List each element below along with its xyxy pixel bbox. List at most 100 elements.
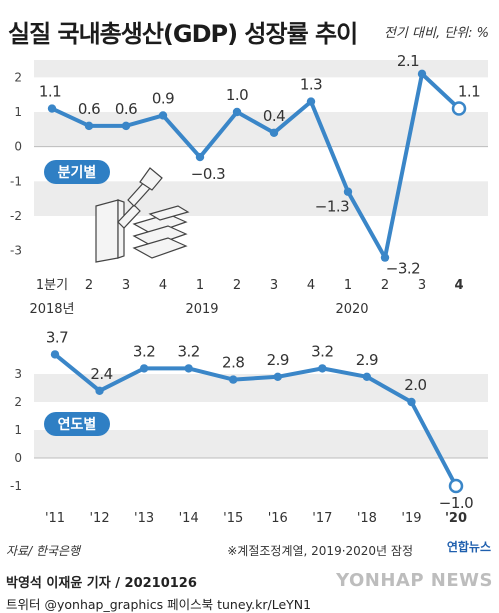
data-label: 0.6 — [78, 100, 100, 118]
x-tick-label: 3 — [270, 278, 278, 293]
data-label: 1.1 — [39, 83, 61, 101]
data-label: 2.9 — [356, 351, 378, 369]
data-label: 3.7 — [46, 328, 68, 346]
y-tick-label: -3 — [10, 244, 22, 258]
data-point — [273, 372, 282, 381]
data-label: 0.6 — [115, 100, 137, 118]
data-point — [158, 111, 168, 120]
data-label: 1.1 — [458, 83, 480, 101]
series-line — [50, 71, 461, 260]
data-point — [407, 397, 416, 407]
y-tick-label: 2 — [14, 70, 22, 84]
data-point — [232, 107, 242, 117]
x-tick-label: 4 — [159, 278, 167, 293]
unit-label: 전기 대비, 단위: % — [383, 26, 489, 41]
data-point — [318, 364, 327, 373]
data-point — [139, 364, 149, 373]
y-tick-label: -1 — [10, 479, 22, 493]
series-line — [53, 352, 458, 488]
year-label: 2019 — [185, 302, 218, 317]
series-label-pill — [44, 160, 110, 184]
y-tick-label: -2 — [10, 209, 22, 223]
x-tick-label: 3 — [418, 278, 426, 293]
data-point — [47, 104, 57, 113]
year-label: 2020 — [335, 302, 368, 317]
footnote-text: ※계절조정계열, 2019·2020년 잠정 — [227, 544, 413, 558]
y-tick-label: 2 — [14, 395, 22, 409]
data-point — [380, 253, 390, 262]
x-tick-label: 4 — [307, 278, 315, 293]
x-tick-label: 1 — [344, 278, 352, 293]
x-tick-label: '14 — [179, 511, 199, 526]
gdp-charts: 2 1 0 -1 -2 -3 분기별 1.1 0.6 0.6 0.9 −0.3 1.0 0.4 1.3 −1.… — [10, 52, 488, 526]
data-point — [417, 69, 427, 79]
data-label: 2.8 — [222, 354, 244, 372]
data-point — [84, 121, 94, 131]
x-tick-label: '16 — [268, 511, 288, 526]
illustration-icon — [95, 167, 190, 263]
y-tick-label: 1 — [14, 105, 22, 119]
data-label: −1.0 — [439, 494, 473, 512]
data-label: −0.3 — [191, 165, 225, 183]
x-tick-label: 1 — [196, 278, 204, 293]
y-tick-label: 0 — [14, 451, 22, 465]
x-tick-label: '17 — [312, 511, 332, 526]
series-label: 분기별 — [58, 164, 97, 181]
brand-badge: 연합뉴스 — [446, 540, 491, 554]
data-point — [362, 372, 372, 381]
y-tick-label: -1 — [10, 174, 22, 188]
header: 실질 국내총생산(GDP) 성장률 추이 전기 대비, 단위: % — [8, 14, 493, 50]
x-tick-label: '19 — [401, 511, 421, 526]
y-tick-label: 1 — [14, 423, 22, 437]
x-tick-label: '13 — [134, 511, 154, 526]
footer: 자료/ 한국은행 ※계절조정계열, 2019·2020년 잠정 연합뉴스 박영석… — [0, 536, 499, 612]
grid-band — [34, 112, 488, 147]
data-label: 3.2 — [133, 342, 155, 360]
grid-band — [34, 60, 488, 78]
data-point — [269, 128, 279, 137]
data-point — [50, 350, 60, 359]
chart-title: 실질 국내총생산(GDP) 성장률 추이 — [8, 20, 358, 48]
data-label: 3.2 — [177, 342, 199, 360]
x-tick-label: 4 — [454, 278, 463, 293]
y-tick-label: 3 — [14, 367, 22, 381]
data-point — [121, 121, 131, 131]
x-tick-label: '11 — [45, 511, 65, 526]
data-label: −3.2 — [386, 260, 420, 278]
data-label: 2.0 — [404, 376, 426, 394]
x-tick-label: 2 — [85, 278, 93, 293]
data-point — [306, 97, 316, 106]
data-label: −1.3 — [315, 198, 349, 216]
data-point — [195, 152, 205, 162]
x-tick-label: '18 — [357, 511, 377, 526]
data-label: 2.1 — [397, 52, 419, 70]
agency-watermark: YONHAP NEWS — [336, 570, 493, 591]
data-point — [95, 386, 104, 395]
data-point — [229, 375, 238, 384]
year-label: 2018년 — [29, 302, 74, 317]
data-label: 1.0 — [226, 86, 248, 104]
x-tick-label: '20 — [445, 511, 467, 526]
data-label: 2.9 — [267, 351, 289, 369]
data-label: 1.3 — [300, 76, 322, 94]
x-tick-label: 2 — [381, 278, 389, 293]
source-text: 자료/ 한국은행 — [6, 544, 81, 558]
data-point-latest — [448, 478, 464, 494]
data-label: 0.4 — [263, 107, 285, 125]
data-point — [184, 364, 193, 373]
data-label: 3.2 — [311, 342, 333, 360]
data-label: 2.4 — [90, 365, 112, 383]
y-tick-label: 0 — [14, 140, 22, 154]
byline: 박영석 이재윤 기자 / 20210126 — [6, 576, 197, 591]
series-label-pill — [44, 412, 110, 436]
data-point — [343, 187, 353, 196]
x-tick-label: 1분기 — [36, 278, 68, 293]
social-links: 트위터 @yonhap_graphics 페이스북 tuney.kr/LeYN1 — [6, 597, 312, 612]
series-label: 연도별 — [58, 416, 97, 433]
x-tick-label: '12 — [89, 511, 109, 526]
data-point-latest — [451, 101, 467, 116]
x-tick-label: 3 — [122, 278, 130, 293]
data-label: 0.9 — [152, 89, 174, 107]
x-tick-label: '15 — [223, 511, 243, 526]
x-tick-label: 2 — [233, 278, 241, 293]
